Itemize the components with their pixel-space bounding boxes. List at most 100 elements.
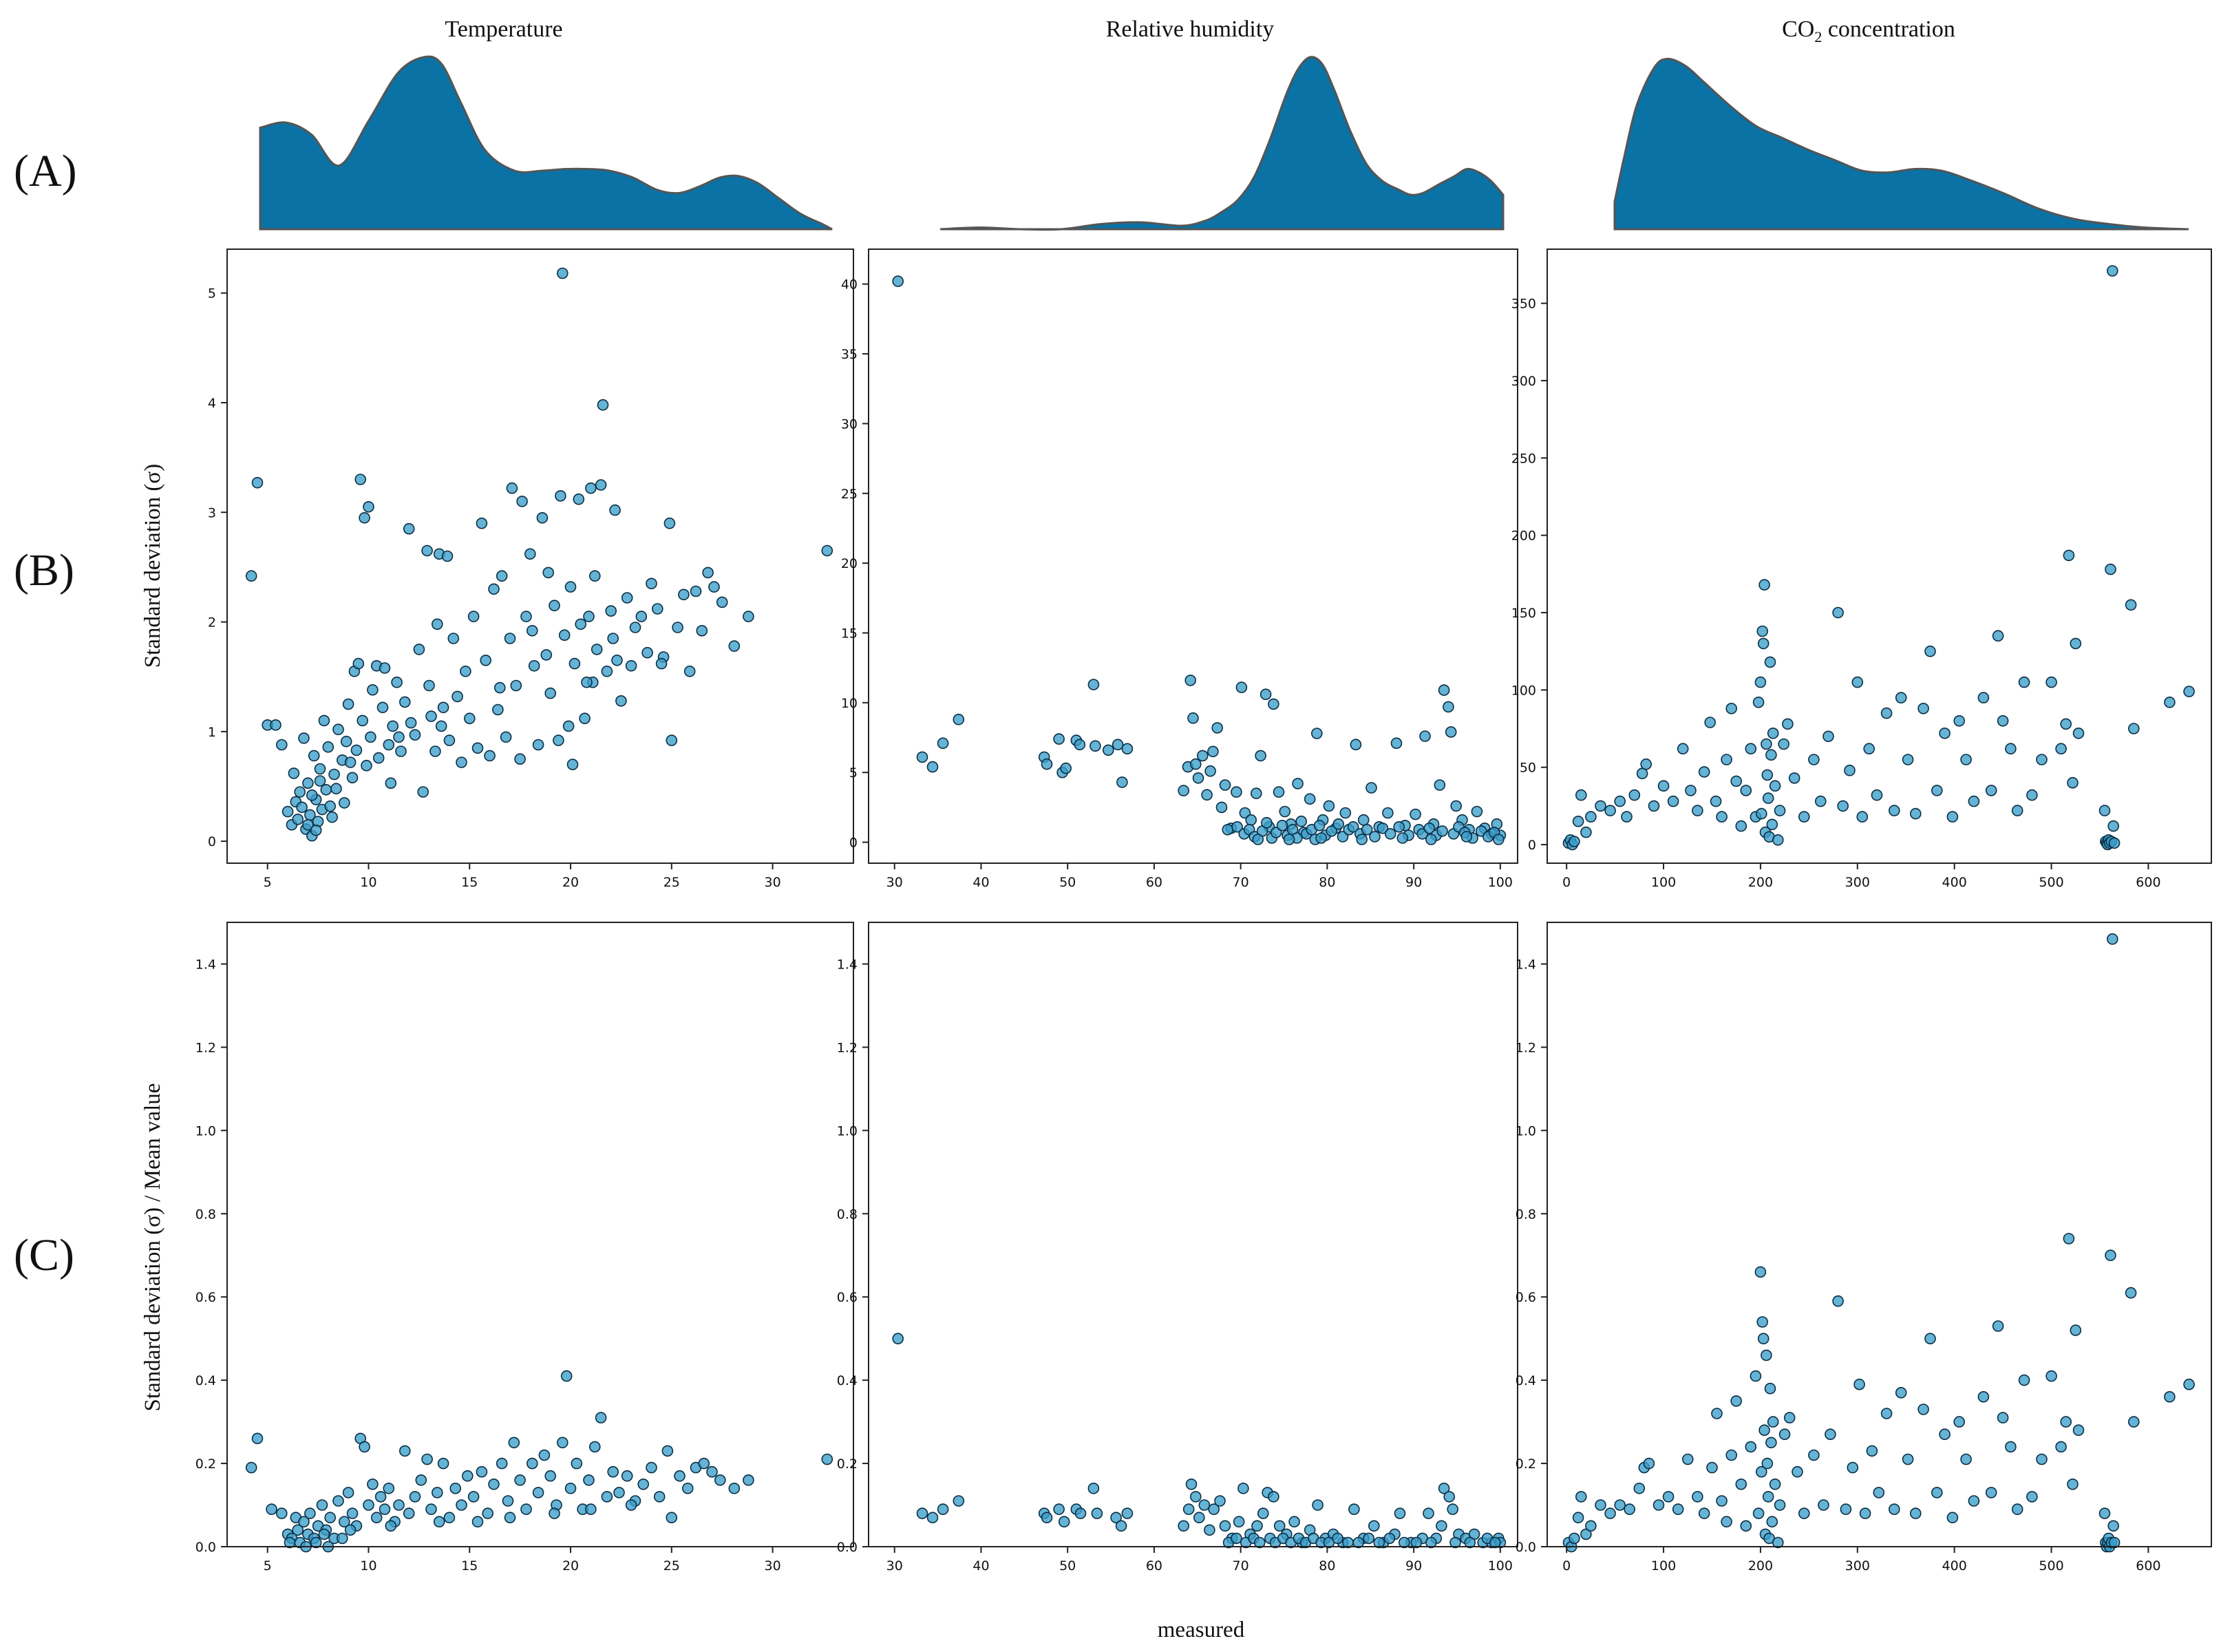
scatter-point-cv-humidity — [1438, 1483, 1450, 1494]
row-label-a: (A) — [14, 146, 77, 196]
scatter-point-cv-co2 — [1953, 1416, 1965, 1428]
scatter-point-cv-co2 — [2098, 1507, 2111, 1519]
scatter-point-cv-co2 — [1880, 1408, 1893, 1419]
scatter-point-cv-temperature — [743, 1474, 754, 1486]
scatter-point-cv-co2 — [1706, 1461, 1718, 1474]
scatter-point-std-temperature — [460, 665, 471, 677]
scatter-point-std-temperature — [302, 819, 314, 831]
scatter-point-cv-co2 — [1985, 1487, 1997, 1499]
y-tick-label: 0 — [1528, 838, 1536, 853]
scatter-point-cv-co2 — [1910, 1507, 1922, 1519]
scatter-point-std-co2 — [1880, 707, 1893, 719]
x-tick-label: 600 — [2136, 875, 2160, 890]
scatter-point-std-co2 — [2011, 805, 2023, 816]
scatter-point-std-co2 — [1953, 715, 1965, 727]
scatter-point-cv-temperature — [304, 1507, 316, 1519]
scatter-point-cv-temperature — [316, 1499, 328, 1511]
scatter-point-std-co2 — [2018, 676, 2030, 688]
scatter-point-std-temperature — [314, 763, 326, 775]
scatter-point-cv-co2 — [1633, 1483, 1646, 1494]
scatter-point-cv-temperature — [571, 1457, 583, 1470]
scatter-point-cv-co2 — [1761, 1349, 1772, 1362]
scatter-point-std-co2 — [1851, 676, 1864, 688]
scatter-point-cv-co2 — [1808, 1449, 1820, 1461]
scatter-point-std-temperature — [708, 581, 720, 593]
scatter-point-cv-co2 — [1847, 1461, 1859, 1474]
scatter-point-std-temperature — [357, 714, 369, 727]
scatter-point-cv-co2 — [1992, 1320, 2004, 1332]
scatter-point-cv-temperature — [370, 1512, 383, 1523]
scatter-point-std-temperature — [564, 581, 577, 593]
scatter-point-std-co2 — [1992, 630, 2004, 642]
scatter-point-std-temperature — [743, 611, 754, 622]
scatter-point-std-humidity — [953, 713, 965, 726]
y-tick-label: 250 — [1511, 451, 1536, 466]
y-tick-label: 1.0 — [1516, 1123, 1536, 1139]
scatter-point-std-co2 — [1740, 785, 1752, 796]
scatter-point-std-co2 — [1685, 785, 1697, 796]
scatter-point-cv-temperature — [344, 1524, 357, 1536]
scatter-point-std-humidity — [1074, 739, 1086, 750]
scatter-point-cv-temperature — [415, 1474, 427, 1486]
scatter-point-cv-temperature — [398, 1445, 411, 1457]
y-tick-label: 350 — [1511, 297, 1536, 312]
co2-title-main: CO — [1782, 17, 1814, 42]
scatter-point-cv-temperature — [514, 1474, 526, 1486]
scatter-point-std-co2 — [1766, 818, 1778, 831]
scatter-point-cv-humidity — [1489, 1536, 1501, 1549]
scatter-point-std-co2 — [1924, 645, 1936, 657]
scatter-point-std-humidity — [1261, 816, 1273, 829]
scatter-point-std-humidity — [1323, 800, 1335, 812]
axes-frame-cv-humidity — [868, 922, 1518, 1547]
scatter-point-cv-temperature — [310, 1536, 322, 1549]
x-tick-label: 70 — [1233, 1558, 1249, 1574]
scatter-point-cv-humidity — [1383, 1532, 1396, 1545]
scatter-point-std-humidity — [1222, 824, 1234, 836]
scatter-point-std-temperature — [456, 756, 467, 768]
scatter-point-std-temperature — [579, 712, 591, 724]
x-tick-label: 200 — [1748, 1558, 1773, 1574]
x-tick-label: 25 — [663, 1558, 680, 1574]
scatter-point-cv-temperature — [504, 1512, 516, 1523]
scatter-point-std-co2 — [1614, 795, 1626, 807]
scatter-point-std-co2 — [2036, 754, 2048, 765]
scatter-point-cv-co2 — [2045, 1370, 2057, 1382]
scatter-point-cv-temperature — [437, 1457, 449, 1470]
x-tick-label: 5 — [264, 875, 272, 890]
scatter-point-cv-co2 — [1575, 1491, 1587, 1503]
y-tick-label: 0.0 — [837, 1540, 858, 1555]
scatter-point-cv-co2 — [1754, 1266, 1767, 1278]
scatter-point-cv-co2 — [2108, 1536, 2121, 1549]
scatter-point-std-temperature — [352, 657, 365, 670]
scatter-point-std-temperature — [821, 544, 833, 557]
scatter-point-std-temperature — [288, 767, 300, 779]
scatter-point-std-temperature — [568, 657, 581, 670]
scatter-point-cv-humidity — [1208, 1503, 1220, 1515]
scatter-point-cv-co2 — [2036, 1453, 2048, 1465]
y-tick-label: 1 — [208, 725, 216, 740]
scatter-point-cv-co2 — [1977, 1391, 1990, 1403]
scatter-point-cv-temperature — [245, 1461, 257, 1474]
scatter-point-cv-co2 — [1931, 1487, 1943, 1499]
scatter-point-cv-co2 — [1960, 1453, 1972, 1465]
scatter-point-cv-co2 — [1798, 1507, 1810, 1519]
scatter-point-std-humidity — [1053, 733, 1065, 745]
scatter-point-std-temperature — [716, 596, 728, 608]
y-tick-label: 0.6 — [837, 1290, 858, 1305]
scatter-point-cv-temperature — [488, 1479, 500, 1490]
scatter-point-std-humidity — [1268, 698, 1279, 710]
scatter-point-std-humidity — [1357, 814, 1370, 826]
scatter-point-std-co2 — [1752, 696, 1765, 708]
y-tick-label: 1.4 — [837, 957, 858, 972]
scatter-point-std-co2 — [1628, 789, 1641, 801]
scatter-point-std-humidity — [916, 751, 928, 763]
scatter-point-std-humidity — [1315, 832, 1327, 844]
scatter-point-std-humidity — [1365, 782, 1377, 794]
scatter-point-cv-humidity — [1058, 1516, 1070, 1527]
scatter-point-std-co2 — [1769, 780, 1781, 792]
scatter-point-cv-co2 — [1756, 1316, 1768, 1328]
scatter-point-std-temperature — [320, 784, 332, 796]
y-tick-label: 0.4 — [1516, 1373, 1536, 1388]
scatter-point-cv-humidity — [1368, 1520, 1380, 1532]
scatter-point-std-temperature — [514, 753, 526, 765]
